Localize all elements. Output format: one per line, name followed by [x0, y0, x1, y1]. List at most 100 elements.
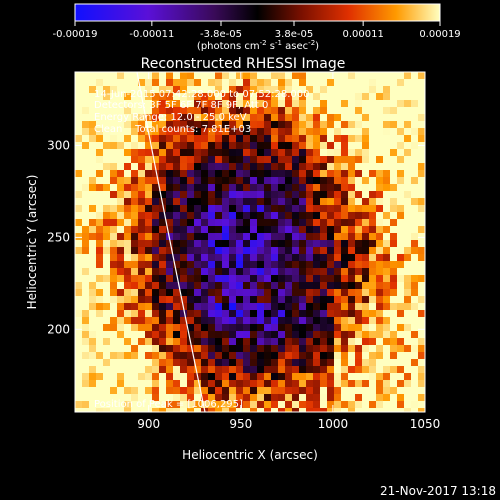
heatmap-cell [145, 93, 152, 100]
heatmap-cell [341, 261, 348, 268]
heatmap-cell [222, 352, 229, 359]
heatmap-cell [257, 226, 264, 233]
heatmap-cell [390, 177, 397, 184]
heatmap-cell [131, 79, 138, 86]
heatmap-cell [152, 254, 159, 261]
heatmap-cell [376, 198, 383, 205]
heatmap-cell [418, 233, 425, 240]
heatmap-cell [404, 149, 411, 156]
heatmap-cell [418, 93, 425, 100]
heatmap-cell [348, 338, 355, 345]
heatmap-cell [208, 282, 215, 289]
heatmap-cell [271, 184, 278, 191]
heatmap-cell [418, 275, 425, 282]
heatmap-cell [201, 212, 208, 219]
heatmap-cell [103, 366, 110, 373]
heatmap-cell [124, 247, 131, 254]
heatmap-cell [250, 191, 257, 198]
heatmap-cell [334, 331, 341, 338]
heatmap-cell [257, 310, 264, 317]
heatmap-cell [89, 401, 96, 408]
heatmap-cell [257, 191, 264, 198]
heatmap-cell [82, 401, 89, 408]
heatmap-cell [257, 219, 264, 226]
heatmap-cell [215, 303, 222, 310]
heatmap-cell [299, 226, 306, 233]
heatmap-cell [327, 191, 334, 198]
heatmap-cell [82, 142, 89, 149]
heatmap-cell [292, 128, 299, 135]
heatmap-cell [285, 121, 292, 128]
heatmap-cell [320, 261, 327, 268]
heatmap-cell [299, 156, 306, 163]
heatmap-cell [82, 380, 89, 387]
heatmap-cell [173, 394, 180, 401]
heatmap-cell [397, 170, 404, 177]
heatmap-cell [404, 233, 411, 240]
heatmap-cell [82, 135, 89, 142]
heatmap-cell [404, 191, 411, 198]
heatmap-cell [362, 317, 369, 324]
heatmap-cell [334, 170, 341, 177]
heatmap-cell [243, 170, 250, 177]
heatmap-cell [250, 296, 257, 303]
heatmap-cell [187, 107, 194, 114]
heatmap-cell [180, 331, 187, 338]
heatmap-cell [75, 135, 82, 142]
heatmap-cell [348, 72, 355, 79]
heatmap-cell [306, 366, 313, 373]
heatmap-cell [243, 114, 250, 121]
heatmap-cell [89, 163, 96, 170]
heatmap-cell [257, 303, 264, 310]
heatmap-cell [96, 86, 103, 93]
heatmap-cell [313, 289, 320, 296]
heatmap-cell [82, 177, 89, 184]
heatmap-cell [257, 247, 264, 254]
heatmap-cell [222, 394, 229, 401]
heatmap-cell [243, 268, 250, 275]
heatmap-cell [138, 184, 145, 191]
heatmap-cell [131, 142, 138, 149]
heatmap-cell [264, 345, 271, 352]
heatmap-cell [285, 303, 292, 310]
heatmap-cell [208, 289, 215, 296]
heatmap-cell [292, 163, 299, 170]
heatmap-cell [131, 387, 138, 394]
heatmap-cell [145, 156, 152, 163]
heatmap-cell [110, 401, 117, 408]
heatmap-cell [369, 289, 376, 296]
heatmap-cell [306, 387, 313, 394]
heatmap-cell [152, 324, 159, 331]
heatmap-cell [271, 240, 278, 247]
heatmap-cell [145, 254, 152, 261]
heatmap-cell [117, 408, 124, 412]
heatmap-cell [159, 100, 166, 107]
heatmap-cell [75, 233, 82, 240]
heatmap-cell [418, 100, 425, 107]
heatmap-cell [117, 254, 124, 261]
heatmap-cell [264, 149, 271, 156]
heatmap-cell [404, 387, 411, 394]
heatmap-cell [145, 226, 152, 233]
heatmap-cell [362, 303, 369, 310]
heatmap-cell [208, 324, 215, 331]
heatmap-cell [229, 212, 236, 219]
heatmap-cell [215, 121, 222, 128]
heatmap-cell [180, 191, 187, 198]
heatmap-cell [103, 338, 110, 345]
heatmap-cell [306, 107, 313, 114]
heatmap-cell [229, 156, 236, 163]
heatmap-cell [75, 373, 82, 380]
heatmap-cell [145, 163, 152, 170]
heatmap-cell [341, 135, 348, 142]
heatmap-cell [187, 387, 194, 394]
heatmap-cell [341, 86, 348, 93]
heatmap-cell [341, 254, 348, 261]
heatmap-cell [201, 401, 208, 408]
heatmap-cell [152, 331, 159, 338]
heatmap-cell [411, 219, 418, 226]
heatmap-cell [278, 170, 285, 177]
heatmap-cell [327, 114, 334, 121]
heatmap-cell [271, 282, 278, 289]
heatmap-cell [208, 72, 215, 79]
